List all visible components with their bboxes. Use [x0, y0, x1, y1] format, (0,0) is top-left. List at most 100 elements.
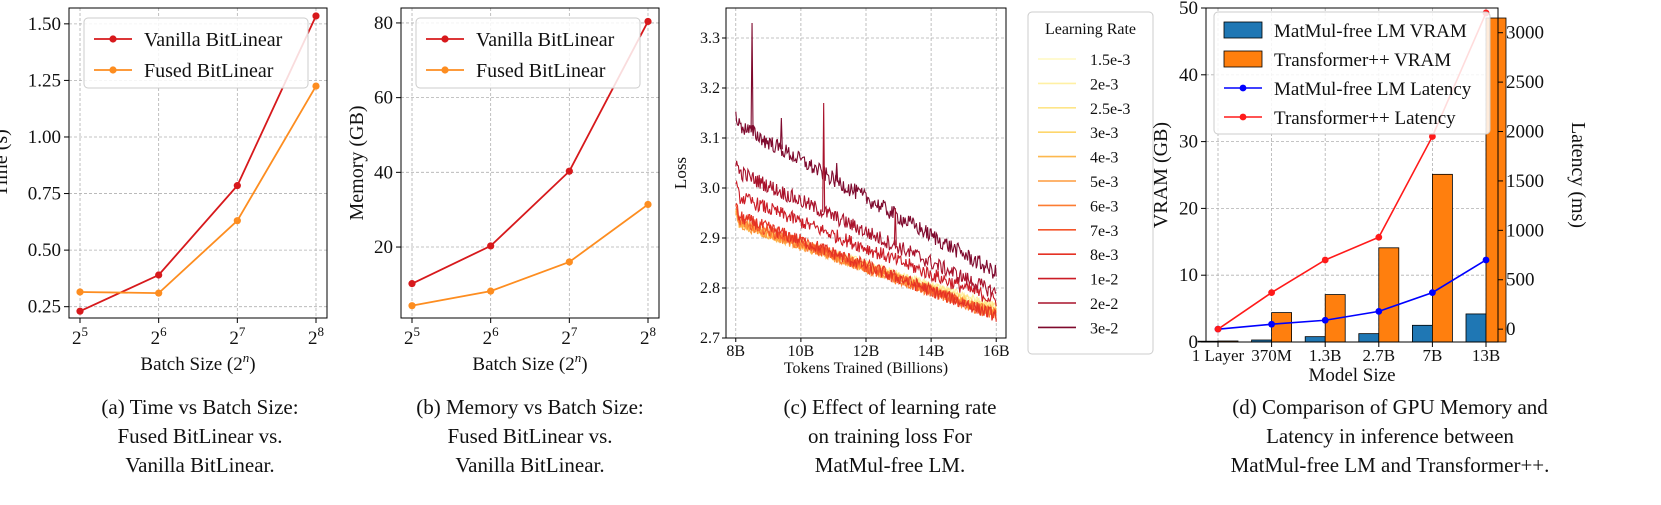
caption-b-line2: Fused BitLinear vs. — [447, 424, 613, 448]
caption-b-line3: Vanilla BitLinear. — [455, 453, 605, 477]
y-tick-label: 60 — [374, 88, 393, 109]
legend-label: 6e-3 — [1090, 198, 1118, 215]
legend: Vanilla BitLinear Fused BitLinear — [83, 17, 309, 89]
loss-curve-7e-3 — [735, 204, 997, 321]
y-tick-label: 1.25 — [28, 70, 61, 91]
loss-spike — [822, 102, 826, 212]
data-point — [565, 167, 573, 175]
loss-spike — [763, 139, 767, 149]
legend: Vanilla BitLinear Fused BitLinear — [415, 17, 641, 89]
x-axis-label: Batch Size (2n) — [140, 350, 255, 375]
x-tick-label: 26 — [483, 324, 500, 349]
legend-label: 1e-2 — [1090, 272, 1118, 289]
chart-c: 2.7 2.8 2.9 3.0 3.1 3.2 3.3 8B 10B 12B 14B 16B Token… — [671, 7, 1154, 377]
data-point — [1482, 256, 1490, 264]
data-point — [1268, 320, 1275, 328]
y-tick-label: 40 — [374, 162, 393, 183]
y-tick-label: 3.3 — [700, 30, 720, 47]
data-point — [487, 242, 495, 250]
caption-b: (b) Memory vs Batch Size: Fused BitLinea… — [370, 393, 690, 480]
plot-frame — [400, 7, 660, 319]
loss-curve-8e-3 — [735, 202, 997, 322]
caption-c-line1: (c) Effect of learning rate — [783, 395, 997, 419]
data-point — [76, 307, 84, 315]
legend-marker — [441, 66, 449, 74]
x-tick-label: 12B — [853, 343, 880, 360]
legend: Learning Rate 1.5e-3 2e-3 2.5e-3 3e-3 4e-3 5e-… — [1027, 11, 1154, 355]
data-point — [565, 258, 573, 266]
y-axis-label: Loss — [671, 157, 690, 189]
data-point — [233, 217, 241, 225]
x-tick-label: 7B — [1422, 346, 1442, 365]
caption-a-line1: (a) Time vs Batch Size: — [101, 395, 299, 419]
legend-label: MatMul-free LM Latency — [1274, 79, 1472, 100]
legend-title: Learning Rate — [1045, 21, 1136, 38]
plot-frame — [68, 7, 328, 319]
legend-label: 3e-3 — [1090, 125, 1118, 142]
data-point — [644, 17, 652, 26]
legend-label: 3e-2 — [1090, 320, 1118, 337]
y2-tick-label: 1000 — [1506, 220, 1544, 241]
y-tick-label: 50 — [1179, 0, 1198, 19]
y-tick-label: 0 — [1189, 332, 1199, 353]
legend: MatMul-free LM VRAM Transformer++ VRAM Mat… — [1213, 11, 1491, 135]
y-axis-label: VRAM (GB) — [1150, 122, 1172, 228]
bar-transformer-vram — [1432, 173, 1453, 343]
data-point — [408, 280, 416, 288]
loss-spike — [835, 162, 839, 182]
legend-label: Fused BitLinear — [476, 60, 606, 82]
legend-frame — [1027, 11, 1154, 355]
x-tick-label: 14B — [918, 343, 945, 360]
legend-label: 5e-3 — [1090, 174, 1118, 191]
y-tick-label: 2.8 — [700, 280, 720, 297]
plot-frame — [1205, 7, 1499, 343]
bar-matmulfree-vram — [1304, 336, 1326, 343]
data-point — [1429, 133, 1436, 140]
bar-transformer-vram — [1378, 247, 1400, 343]
loss-curve-2e-2 — [735, 160, 997, 298]
legend-label: 1.5e-3 — [1090, 52, 1130, 69]
data-point — [1375, 233, 1383, 241]
y-tick-label: 80 — [374, 13, 393, 34]
legend-label: 8e-3 — [1090, 247, 1118, 264]
y-tick-label: 1.50 — [28, 14, 61, 35]
loss-spike — [893, 207, 897, 246]
caption-d-line2: Latency in inference between — [1266, 424, 1514, 448]
x-tick-label: 27 — [561, 324, 578, 349]
data-point — [1375, 307, 1383, 315]
loss-spike — [750, 22, 754, 133]
y-tick-label: 3.2 — [700, 80, 720, 97]
y-tick-label: 0.75 — [28, 184, 61, 205]
legend-label: Fused BitLinear — [144, 60, 274, 82]
caption-c: (c) Effect of learning rate on training … — [740, 393, 1040, 480]
x-tick-label: 25 — [72, 324, 88, 349]
legend-frame — [415, 17, 641, 89]
data-point — [1214, 325, 1222, 333]
y2-tick-label: 1500 — [1506, 171, 1544, 192]
data-point — [312, 12, 320, 20]
caption-a-line3: Vanilla BitLinear. — [125, 453, 275, 477]
legend-swatch — [1223, 50, 1263, 68]
series-line-fused — [79, 85, 317, 295]
series-line-matmulfree-latency — [1217, 259, 1487, 330]
y2-tick-label: 2000 — [1506, 122, 1544, 143]
legend-marker — [109, 66, 117, 74]
bar-matmulfree-vram — [1358, 333, 1380, 343]
y-tick-label: 30 — [1179, 132, 1198, 153]
caption-d-line3: MatMul-free LM and Transformer++. — [1230, 453, 1550, 477]
legend-frame — [1213, 11, 1491, 135]
data-point — [1268, 289, 1275, 296]
data-point — [233, 182, 241, 190]
legend-label: 2.5e-3 — [1090, 101, 1130, 118]
x-tick-label: 13B — [1472, 346, 1500, 365]
caption-a-line2: Fused BitLinear vs. — [117, 424, 283, 448]
x-tick-label: 10B — [788, 343, 815, 360]
y2-tick-label: 2500 — [1506, 72, 1544, 93]
legend-swatch — [1223, 21, 1263, 39]
caption-d-line1: (d) Comparison of GPU Memory and — [1232, 395, 1548, 419]
data-point — [1321, 256, 1329, 264]
caption-a: (a) Time vs Batch Size: Fused BitLinear … — [50, 393, 350, 480]
legend-marker — [1239, 84, 1247, 92]
loss-curve-1e-2 — [735, 180, 997, 307]
